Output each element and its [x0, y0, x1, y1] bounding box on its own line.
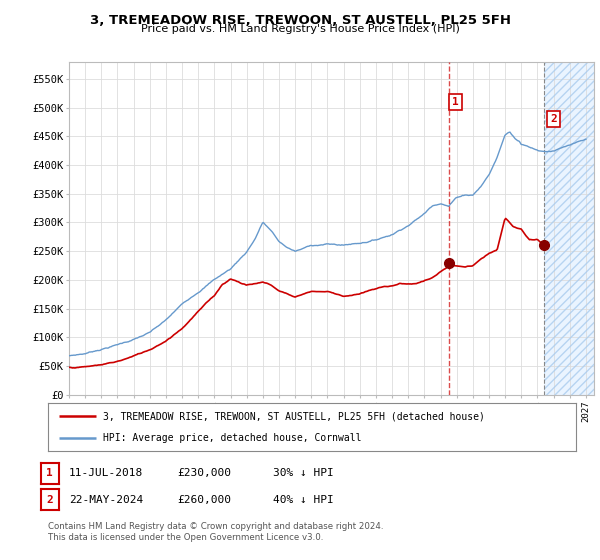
Bar — [544, 62, 594, 395]
Text: £260,000: £260,000 — [177, 494, 231, 505]
Text: HPI: Average price, detached house, Cornwall: HPI: Average price, detached house, Corn… — [103, 433, 362, 443]
Text: 11-JUL-2018: 11-JUL-2018 — [69, 468, 143, 478]
Text: Price paid vs. HM Land Registry's House Price Index (HPI): Price paid vs. HM Land Registry's House … — [140, 24, 460, 34]
Text: 30% ↓ HPI: 30% ↓ HPI — [273, 468, 334, 478]
Bar — [544, 62, 594, 395]
Text: 3, TREMEADOW RISE, TREWOON, ST AUSTELL, PL25 5FH (detached house): 3, TREMEADOW RISE, TREWOON, ST AUSTELL, … — [103, 411, 485, 421]
Text: 22-MAY-2024: 22-MAY-2024 — [69, 494, 143, 505]
Text: 3, TREMEADOW RISE, TREWOON, ST AUSTELL, PL25 5FH: 3, TREMEADOW RISE, TREWOON, ST AUSTELL, … — [89, 14, 511, 27]
Text: £230,000: £230,000 — [177, 468, 231, 478]
Text: 1: 1 — [452, 97, 459, 107]
Text: Contains HM Land Registry data © Crown copyright and database right 2024.
This d: Contains HM Land Registry data © Crown c… — [48, 522, 383, 542]
Text: 2: 2 — [550, 114, 557, 124]
Text: 40% ↓ HPI: 40% ↓ HPI — [273, 494, 334, 505]
Text: 2: 2 — [46, 494, 53, 505]
Text: 1: 1 — [46, 468, 53, 478]
